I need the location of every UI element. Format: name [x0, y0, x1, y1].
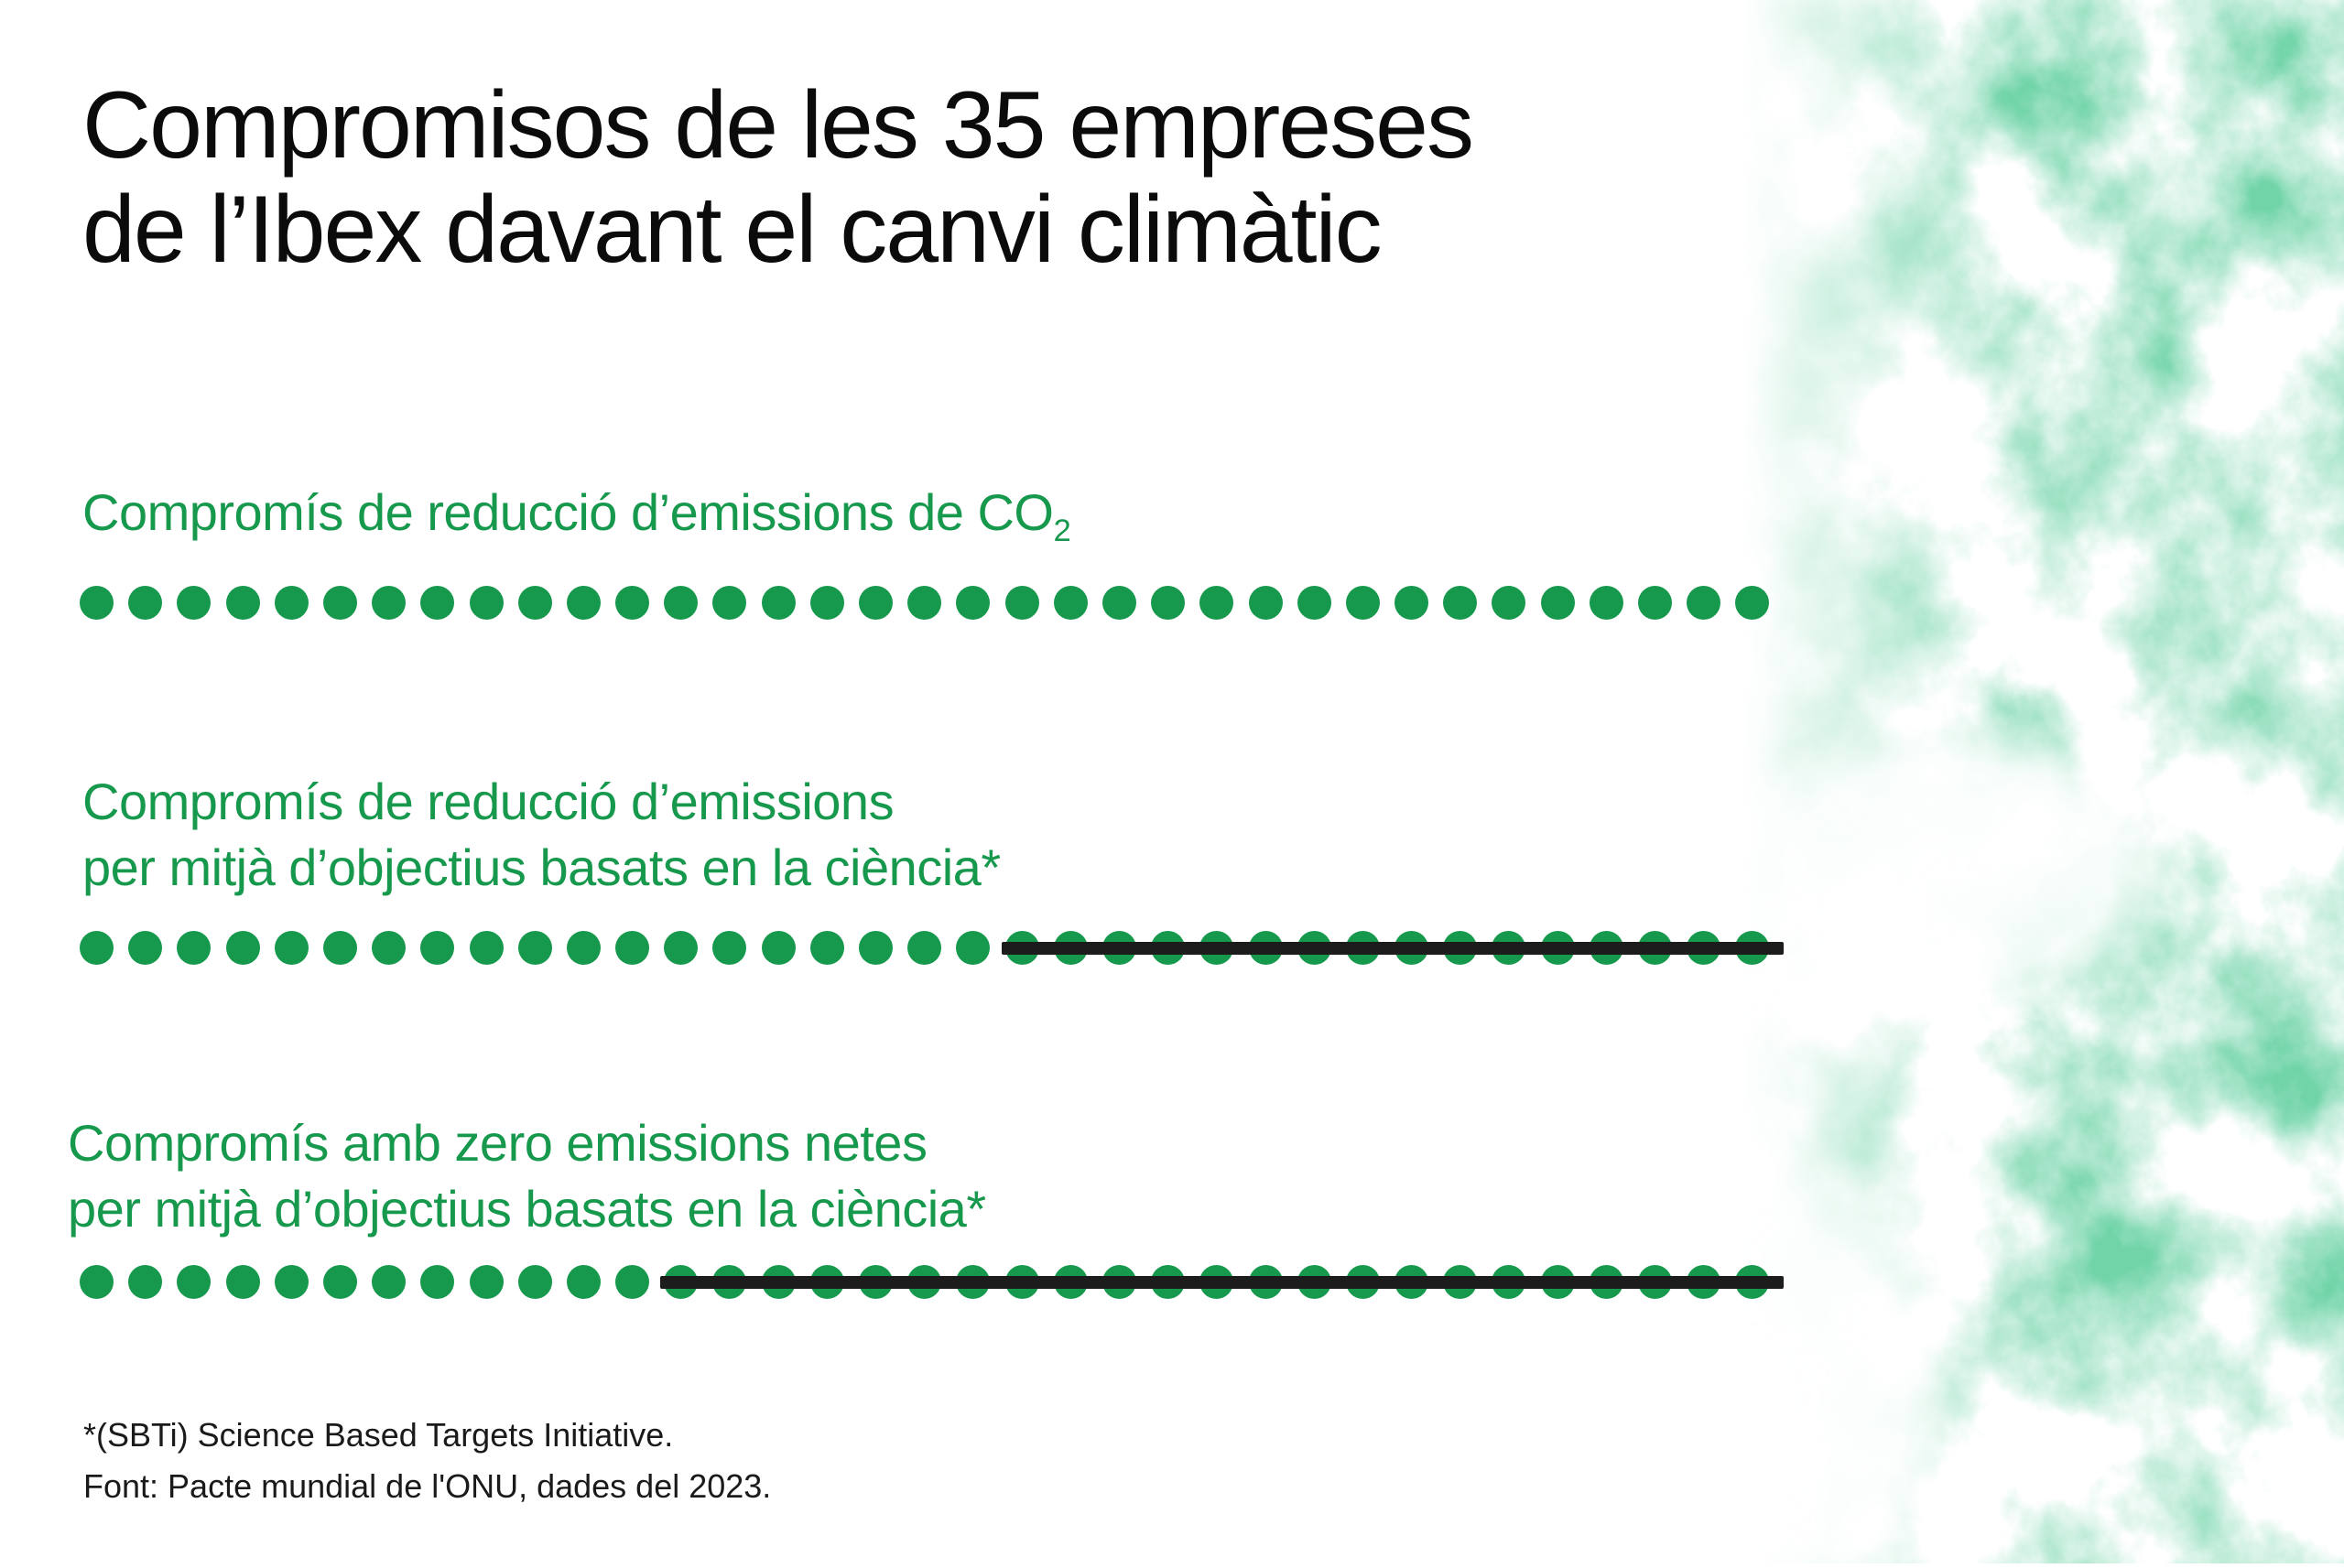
section-label-co2-reduction: Compromís de reducció d’emissions de CO2	[82, 480, 1071, 549]
company-dot	[225, 931, 260, 965]
company-dot	[1638, 586, 1672, 620]
company-dot	[1004, 586, 1039, 620]
company-dot	[128, 1265, 163, 1299]
dot-row-co2-reduction	[80, 586, 1770, 620]
company-dot	[907, 586, 942, 620]
page-title: Compromisos de les 35 empreses de l’Ibex…	[82, 72, 1474, 283]
company-dot	[956, 586, 991, 620]
company-dot	[177, 931, 212, 965]
company-dot	[274, 586, 309, 620]
company-dot	[372, 931, 407, 965]
section-label-line-2: per mitjà d’objectius basats en la ciènc…	[68, 1180, 986, 1238]
company-dot	[956, 931, 991, 965]
company-dot	[809, 586, 844, 620]
company-dot	[128, 586, 163, 620]
company-dot	[225, 586, 260, 620]
company-dot	[566, 931, 601, 965]
company-dot	[372, 1265, 407, 1299]
page-title-line-2: de l’Ibex davant el canvi climàtic	[82, 177, 1383, 283]
company-dot	[469, 931, 504, 965]
company-dot	[712, 586, 747, 620]
co2-subscript: 2	[1053, 514, 1071, 549]
company-dot	[907, 931, 942, 965]
company-dot	[469, 1265, 504, 1299]
company-dot	[664, 586, 699, 620]
company-dot	[615, 931, 650, 965]
company-dot	[1394, 586, 1429, 620]
company-dot	[177, 1265, 212, 1299]
strikethrough-bar	[660, 1275, 1784, 1289]
company-dot	[274, 1265, 309, 1299]
company-dot	[761, 586, 796, 620]
company-dot	[1199, 586, 1234, 620]
company-dot	[177, 586, 212, 620]
company-dot	[372, 586, 407, 620]
page-title-line-1: Compromisos de les 35 empreses	[82, 72, 1474, 178]
company-dot	[420, 586, 455, 620]
company-dot	[1443, 586, 1478, 620]
strikethrough-bar	[1001, 941, 1784, 955]
company-dot	[322, 931, 357, 965]
section-label-net-zero: Compromís amb zero emissions netes per m…	[68, 1110, 986, 1242]
company-dot	[80, 931, 114, 965]
footnote: *(SBTi) Science Based Targets Initiative…	[83, 1410, 771, 1512]
dot-row-net-zero	[80, 1265, 1784, 1299]
section-label-line-1: Compromís de reducció d’emissions	[82, 773, 895, 830]
company-dot	[859, 586, 893, 620]
company-dot	[1589, 586, 1623, 620]
company-dot	[322, 1265, 357, 1299]
footnote-source: Font: Pacte mundial de l'ONU, dades del …	[83, 1467, 772, 1505]
company-dot	[517, 1265, 552, 1299]
company-dot	[1151, 586, 1186, 620]
company-dot	[664, 931, 699, 965]
company-dot	[1101, 586, 1136, 620]
watercolor-texture-svg	[1740, 0, 2344, 1563]
section-label-line-2: per mitjà d’objectius basats en la ciènc…	[82, 838, 1001, 896]
section-label-sbti-reduction: Compromís de reducció d’emissions per mi…	[82, 769, 1001, 901]
company-dot	[1492, 586, 1526, 620]
company-dot	[712, 931, 747, 965]
company-dot	[566, 1265, 601, 1299]
company-dot	[615, 1265, 650, 1299]
company-dot	[274, 931, 309, 965]
company-dot	[517, 586, 552, 620]
company-dot	[517, 931, 552, 965]
company-dot	[80, 1265, 114, 1299]
company-dot	[420, 1265, 455, 1299]
company-dot	[128, 931, 163, 965]
watercolor-cloud-decoration	[1740, 0, 2344, 1563]
company-dot	[1735, 586, 1770, 620]
footnote-sbti: *(SBTi) Science Based Targets Initiative…	[83, 1416, 674, 1454]
company-dot	[1053, 586, 1088, 620]
company-dot	[80, 586, 114, 620]
company-dot	[1297, 586, 1331, 620]
company-dot	[615, 586, 650, 620]
company-dot	[566, 586, 601, 620]
company-dot	[420, 931, 455, 965]
section-label-line-1: Compromís amb zero emissions netes	[68, 1114, 928, 1172]
company-dot	[322, 586, 357, 620]
company-dot	[469, 586, 504, 620]
company-dot	[809, 931, 844, 965]
company-dot	[859, 931, 893, 965]
company-dot	[1248, 586, 1283, 620]
section-label-text: Compromís de reducció d’emissions de CO	[82, 483, 1054, 541]
company-dot	[1687, 586, 1721, 620]
company-dot	[761, 931, 796, 965]
company-dot	[1345, 586, 1380, 620]
company-dot	[225, 1265, 260, 1299]
dot-row-sbti-reduction	[80, 931, 1784, 965]
company-dot	[1540, 586, 1575, 620]
